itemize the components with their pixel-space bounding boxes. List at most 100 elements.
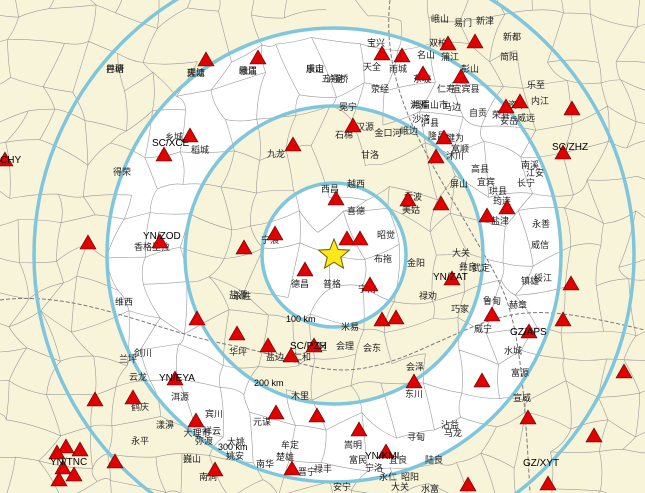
place-name: 兰坪 xyxy=(119,353,137,365)
ring-label-100km: 100 km xyxy=(286,314,316,324)
station-triangle-icon xyxy=(563,100,581,116)
station-triangle-icon xyxy=(554,144,572,160)
station-label-yn-eya: YN/EYA xyxy=(159,373,195,384)
station-triangle-icon xyxy=(562,275,580,291)
place-name: 雨城 xyxy=(389,64,407,75)
station-triangle-icon xyxy=(327,190,345,206)
place-name: 晋宁 xyxy=(298,466,316,478)
place-name: 水富 xyxy=(421,483,439,493)
station-triangle-icon xyxy=(473,372,491,388)
station-triangle-icon xyxy=(497,98,515,114)
station-triangle-icon xyxy=(520,323,538,339)
station-triangle-icon xyxy=(405,373,423,389)
place-name: 彭山 xyxy=(461,63,479,75)
station-triangle-icon xyxy=(435,129,453,145)
station-label-sc-zhz: SC/ZHZ xyxy=(552,142,588,153)
station-code-labels: SC/XCE YN/ZOD YN/EYA SC/PZH YN/ZAT SC/ZH… xyxy=(0,138,588,469)
station-triangle-icon xyxy=(308,407,326,423)
place-name: 大姚 xyxy=(227,436,245,448)
place-name: 昭觉 xyxy=(377,230,395,241)
place-name: 禄劝 xyxy=(419,290,437,302)
place-name: 盐边 xyxy=(266,351,284,363)
place-name: 珙县 xyxy=(489,185,507,197)
ring-300km xyxy=(32,0,636,493)
station-label-yn-tnc: YN/TNC xyxy=(50,457,87,468)
place-name: 漾濞 xyxy=(156,419,174,431)
place-name: 赫章 xyxy=(509,299,527,311)
place-name: 米易 xyxy=(341,321,359,333)
place-name: 喜德 xyxy=(347,205,365,217)
place-name: 长宁 xyxy=(517,177,535,189)
station-triangle-icon xyxy=(338,230,356,246)
station-triangle-icon xyxy=(79,234,97,250)
place-name: 宜宾 xyxy=(477,176,495,188)
place-name: 安宁 xyxy=(333,481,351,493)
place-name: 沾益 xyxy=(441,419,459,431)
place-name: 乡城 xyxy=(165,132,183,143)
station-triangle-icon xyxy=(305,337,323,353)
place-name: 天全 xyxy=(363,61,381,73)
place-name: 大关 xyxy=(452,247,470,259)
station-triangle-icon xyxy=(266,225,284,241)
station-label-yn-kmi: YN/KMI xyxy=(365,451,399,462)
place-name: 永仁 xyxy=(379,471,397,483)
station-triangle-icon xyxy=(197,51,215,67)
place-name: 峨眉山市 xyxy=(412,99,448,111)
place-name: 沙湾 xyxy=(412,113,430,125)
place-name: 美姑 xyxy=(402,204,420,216)
station-triangle-icon xyxy=(585,427,603,443)
place-name: 会东 xyxy=(363,342,381,354)
place-name: 峨边 xyxy=(400,125,418,137)
ring-labels: 100 km 200 km 300 km xyxy=(218,314,316,452)
place-name: 东川 xyxy=(405,388,423,400)
station-triangle-icon xyxy=(452,68,470,84)
place-name: 巴塘 xyxy=(106,63,124,75)
place-name: 宝兴 xyxy=(367,37,385,49)
place-name: 荥经 xyxy=(371,83,389,95)
place-name: 巧家 xyxy=(451,303,469,315)
place-name: 易门 xyxy=(454,17,472,29)
place-name: 理塘 xyxy=(187,67,205,79)
place-name: 弥渡 xyxy=(195,435,213,447)
station-label-chy: CHY xyxy=(0,155,21,166)
place-name: 威宁 xyxy=(474,323,492,335)
place-name: 华坪 xyxy=(229,346,247,358)
station-triangle-icon xyxy=(615,363,633,379)
station-triangle-icon xyxy=(283,460,301,476)
station-triangle-icon xyxy=(282,347,300,363)
station-triangle-icon xyxy=(249,49,267,65)
place-name: 冕宁 xyxy=(339,101,357,113)
station-triangle-icon xyxy=(65,466,83,482)
place-name: 屏山 xyxy=(450,179,468,190)
place-name: 德昌 xyxy=(291,278,309,290)
place-name: 剑川 xyxy=(134,347,152,359)
place-name: 盐津 xyxy=(491,215,509,227)
place-name: 乐至 xyxy=(527,79,545,91)
place-name: 牟定 xyxy=(281,439,299,451)
place-name: 巍山 xyxy=(183,454,201,465)
place-name: 内江 xyxy=(531,95,549,107)
place-name: 云龙 xyxy=(129,371,147,383)
place-name: 沐川 xyxy=(446,150,464,162)
place-name: 宁洛 xyxy=(365,462,383,474)
place-name: 泸县 xyxy=(421,118,439,129)
place-name: 永胜 xyxy=(233,290,251,302)
place-name: 水城 xyxy=(504,345,522,357)
place-name: 大关 xyxy=(391,481,409,493)
place-name: 马边 xyxy=(443,102,461,113)
place-name: 永平 xyxy=(131,435,149,447)
epicenter-star-icon xyxy=(317,237,351,270)
station-label-gz-xyt: GZ/XYT xyxy=(523,458,559,469)
place-name: 自贡 xyxy=(469,107,487,119)
station-triangle-icon xyxy=(466,33,484,49)
place-name: 甘洛 xyxy=(361,149,379,161)
station-triangle-icon xyxy=(188,310,206,326)
place-name: 简阳 xyxy=(500,51,518,63)
place-name: 雅江 xyxy=(239,65,257,77)
place-name: 峨山 xyxy=(431,13,449,25)
place-name: 鲁甸 xyxy=(483,295,501,307)
station-triangle-icon xyxy=(439,35,457,51)
ring-100km xyxy=(260,181,408,329)
station-triangle-icon xyxy=(351,230,369,246)
